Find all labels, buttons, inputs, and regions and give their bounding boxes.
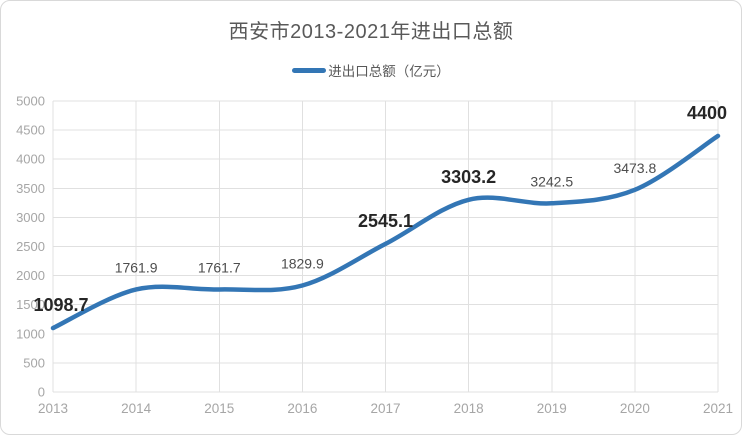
y-axis-tick-label: 2500 (16, 239, 45, 254)
x-axis-tick-label: 2021 (703, 401, 733, 416)
x-axis-tick-label: 2019 (537, 401, 567, 416)
legend: 进出口总额（亿元） (1, 60, 741, 80)
y-axis-tick-label: 3500 (16, 181, 45, 196)
y-axis-tick-label: 1000 (16, 326, 45, 341)
y-axis-tick-label: 500 (23, 355, 45, 370)
chart-title: 西安市2013-2021年进出口总额 (228, 21, 514, 43)
x-axis-tick-label: 2018 (454, 401, 484, 416)
legend-line-swatch (292, 67, 327, 73)
y-axis-tick-label: 4000 (16, 152, 45, 167)
x-axis-tick-label: 2017 (370, 401, 400, 416)
y-axis-tick-label: 3000 (16, 210, 45, 225)
x-axis-tick-label: 2013 (38, 401, 68, 416)
data-label: 3473.8 (613, 160, 656, 176)
data-label: 1829.9 (281, 255, 324, 271)
data-label: 1761.7 (198, 259, 241, 275)
data-label: 3242.5 (530, 173, 573, 189)
legend-label: 进出口总额（亿元） (328, 64, 450, 79)
data-label: 4400 (687, 103, 727, 123)
data-label: 2545.1 (358, 211, 413, 231)
y-axis-tick-label: 4500 (16, 123, 45, 138)
x-axis-tick-label: 2015 (204, 401, 234, 416)
y-axis-tick-label: 2000 (16, 268, 45, 283)
x-axis-tick-label: 2016 (287, 401, 317, 416)
series-line (50, 133, 721, 331)
y-axis-tick-label: 0 (38, 385, 45, 400)
y-axis-tick-label: 1500 (16, 297, 45, 312)
data-label: 1761.9 (115, 259, 158, 275)
data-label: 1098.7 (33, 295, 88, 315)
data-label: 3303.2 (441, 167, 496, 187)
y-axis-tick-label: 5000 (16, 94, 45, 109)
x-axis-tick-label: 2014 (121, 401, 152, 416)
x-axis-tick-label: 2020 (620, 401, 650, 416)
